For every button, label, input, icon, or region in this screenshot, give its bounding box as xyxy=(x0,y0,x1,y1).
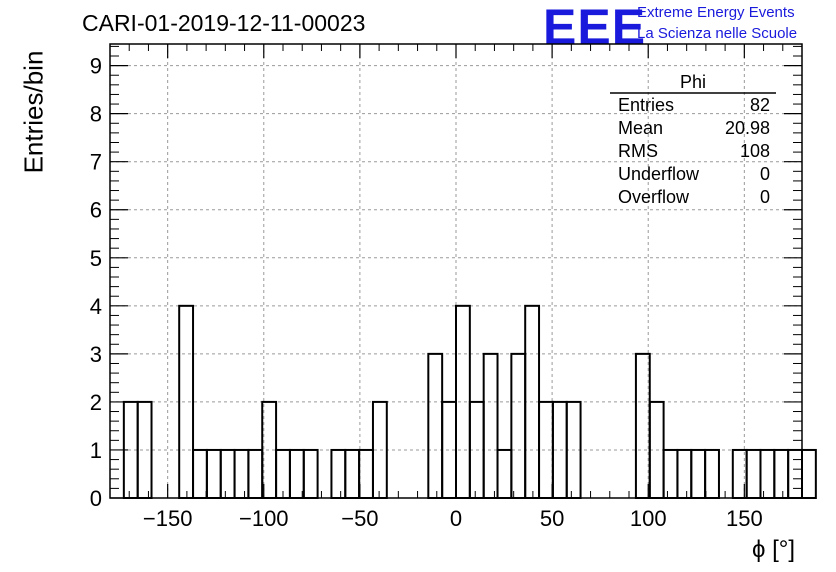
y-tick-label: 8 xyxy=(90,102,102,127)
histogram-bin xyxy=(427,352,444,499)
x-tick-label: 150 xyxy=(726,506,763,531)
stats-row-label: Mean xyxy=(618,118,663,138)
histogram-bin xyxy=(801,448,817,499)
stats-row-label: RMS xyxy=(618,141,658,161)
histogram-bin xyxy=(233,448,250,499)
stats-row-label: Entries xyxy=(618,95,674,115)
logo-line-2: La Scienza nelle Scuole xyxy=(637,25,798,42)
histogram-bin xyxy=(690,448,707,499)
histogram-bin xyxy=(247,448,264,499)
stats-row-label: Underflow xyxy=(618,164,700,184)
histogram-bin xyxy=(496,448,513,499)
histogram-bin xyxy=(219,448,236,499)
x-tick-label: 50 xyxy=(540,506,564,531)
histogram-bin xyxy=(302,448,319,499)
logo-mark: EEE xyxy=(543,0,647,55)
stats-box-title: Phi xyxy=(680,72,706,92)
x-tick-label: −50 xyxy=(341,506,378,531)
stats-row-value: 82 xyxy=(750,95,770,115)
histogram-bin xyxy=(205,448,222,499)
y-tick-label: 0 xyxy=(90,486,102,511)
chart-title: CARI-01-2019-12-11-00023 xyxy=(82,10,366,36)
x-tick-label: 100 xyxy=(630,506,667,531)
histogram-bin xyxy=(745,448,762,499)
histogram-bin xyxy=(773,448,790,499)
stats-row-value: 108 xyxy=(740,141,770,161)
y-tick-label: 7 xyxy=(90,150,102,175)
histogram-bin xyxy=(482,352,499,499)
histogram-bin xyxy=(344,448,361,499)
histogram-bin xyxy=(192,448,208,499)
histogram-bin xyxy=(136,400,153,499)
histogram-bin xyxy=(759,448,776,499)
stats-row-value: 0 xyxy=(760,187,770,207)
y-tick-label: 1 xyxy=(90,438,102,463)
x-tick-label: −100 xyxy=(239,506,289,531)
histogram-bin xyxy=(704,448,720,499)
y-tick-label: 2 xyxy=(90,390,102,415)
logo-line-1: Extreme Energy Events xyxy=(637,4,795,21)
histogram-bin xyxy=(330,448,347,499)
x-axis-label: ϕ [°] xyxy=(752,536,796,563)
histogram-bin xyxy=(662,448,679,499)
y-tick-label: 4 xyxy=(90,294,102,319)
stats-row-value: 0 xyxy=(760,164,770,184)
y-tick-label: 6 xyxy=(90,198,102,223)
histogram-bin xyxy=(510,352,527,499)
y-tick-label: 3 xyxy=(90,342,102,367)
y-tick-label: 9 xyxy=(90,54,102,79)
y-tick-label: 5 xyxy=(90,246,102,271)
x-tick-label: −150 xyxy=(143,506,193,531)
stats-row-label: Overflow xyxy=(618,187,690,207)
x-tick-label: 0 xyxy=(450,506,462,531)
histogram-bin xyxy=(676,448,693,499)
histogram-bin xyxy=(634,352,651,499)
stats-row-value: 20.98 xyxy=(725,118,770,138)
histogram-bin xyxy=(358,448,374,499)
histogram-bin xyxy=(787,448,803,499)
histogram-bin xyxy=(275,448,291,499)
histogram-bin xyxy=(288,448,305,499)
